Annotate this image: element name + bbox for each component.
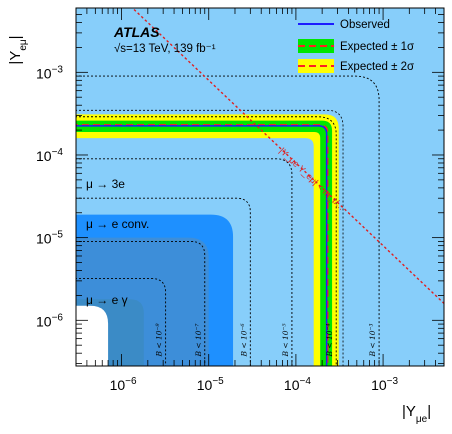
br-label-5: B < 10⁻⁴ [325,323,334,357]
legend-label-3: Expected ± 2σ [340,61,414,73]
observed-line [76,125,328,366]
y-tick-label-2: 10−5 [36,230,63,247]
x-axis-label: |Yμe| [402,403,431,425]
br-contour-1 [76,278,167,366]
br-contour-4 [76,158,293,366]
legend-label-1: Observed [340,19,390,31]
contour-band-edge [76,109,344,366]
expected-line [76,124,329,366]
br-contour-5 [76,116,337,366]
x-tick-label-2: 10−5 [197,376,224,393]
band-2sigma [76,114,339,366]
x-tick-label-4: 10−3 [371,376,398,393]
axes: 10−6 10−5 10−4 10−310−610−510−410−3|Yμe||Ye… [7,7,445,425]
energy-lumi-label: √s=13 TeV, 139 fb⁻¹ [114,42,216,55]
br-label-3: B < 10⁻⁶ [239,323,248,357]
region-label-1: μ → 3e [86,177,125,191]
expected-bands [76,109,344,366]
br-contours: B < 10⁻⁹ B < 10⁻⁷ B < 10⁻⁶ B < 10⁻⁵ B < 10⁻⁴… [76,75,380,366]
legend: Observed Expected ± 1σ Expected ± 2σ [298,19,414,73]
br-contour-3 [76,197,251,366]
x-tick-label-3: 10−4 [284,376,311,393]
x-tick-label-1: 10−6 [110,376,137,393]
y-tick-label-4: 10−3 [36,64,63,81]
br-label-1: B < 10⁻⁹ [155,323,164,357]
plot-area: B < 10⁻⁹ B < 10⁻⁷ B < 10⁻⁶ B < 10⁻⁵ B < 10⁻⁴… [76,8,444,366]
region-label-2: μ → e conv. [86,217,149,231]
plot-frame [75,7,445,367]
white-corner [76,305,109,366]
legend-label-2: Expected ± 1σ [340,41,414,53]
br-label-2: B < 10⁻⁷ [194,323,203,357]
excluded-regions [76,214,234,366]
y-tick-label-1: 10−6 [36,312,63,329]
region-label-3: μ → e γ [86,293,128,307]
br-contour-6 [76,75,380,366]
annotations: ATLAS √s=13 TeV, 139 fb⁻¹ μ → 3e μ → e conv… [86,24,216,307]
br-label-6: B < 10⁻³ [368,323,377,357]
br-label-4: B < 10⁻⁵ [281,323,290,357]
y-axis-label: |Yeμ| [7,35,29,64]
atlas-label: ATLAS [113,24,160,40]
y-tick-label-3: 10−4 [36,147,63,164]
